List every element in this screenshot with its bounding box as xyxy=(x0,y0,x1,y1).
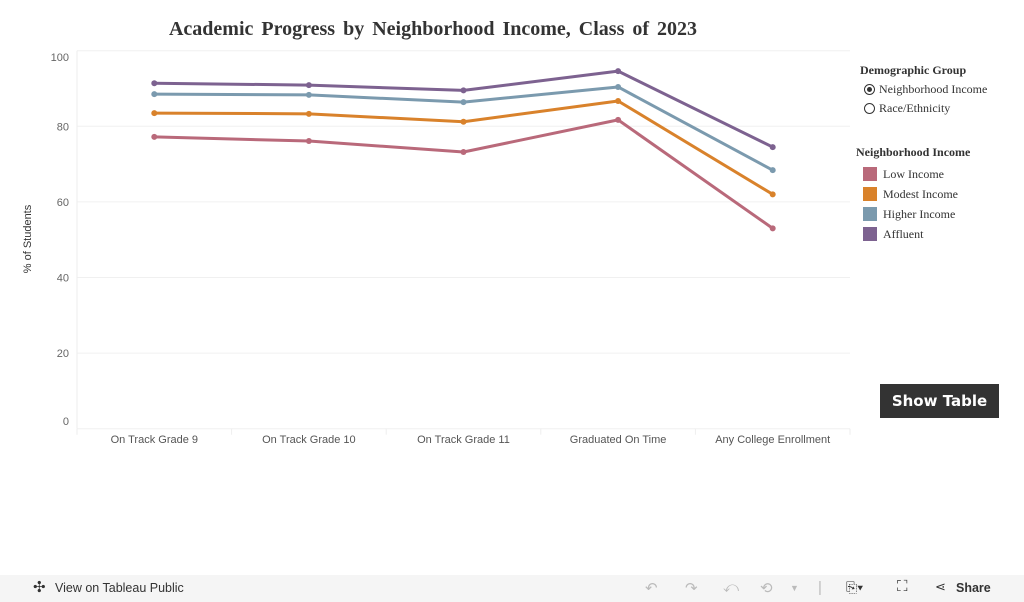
legend-item-affluent[interactable]: Affluent xyxy=(863,224,970,244)
refresh-icon[interactable]: ⟲ xyxy=(760,580,773,597)
data-point xyxy=(460,99,467,106)
data-point xyxy=(305,138,312,145)
data-point xyxy=(460,87,467,94)
filter-title: Demographic Group xyxy=(860,63,967,77)
y-tick-label: 60 xyxy=(57,197,69,209)
data-point xyxy=(305,110,312,117)
legend-item-low-income[interactable]: Low Income xyxy=(863,164,970,184)
view-on-tableau-link[interactable]: View on Tableau Public xyxy=(55,581,184,595)
radio-unselected-icon xyxy=(864,103,875,114)
legend-item-modest-income[interactable]: Modest Income xyxy=(863,184,970,204)
data-point xyxy=(615,83,622,90)
chart-title: Academic Progress by Neighborhood Income… xyxy=(168,18,698,40)
y-tick-label: 40 xyxy=(57,273,69,285)
data-point xyxy=(151,91,158,98)
legend-title: Neighborhood Income xyxy=(856,145,971,159)
redo-icon[interactable]: ↷ xyxy=(685,580,698,597)
data-point xyxy=(615,116,622,123)
share-icon[interactable]: ⋖ xyxy=(935,579,946,594)
tableau-logo-icon: ✣ xyxy=(33,579,46,596)
radio-selected-icon xyxy=(864,84,875,95)
data-point xyxy=(769,167,776,174)
swatch xyxy=(863,187,877,201)
data-point xyxy=(769,191,776,198)
data-point xyxy=(615,97,622,104)
show-table-button[interactable]: Show Table xyxy=(880,384,999,418)
legend-label: Higher Income xyxy=(883,206,956,221)
x-tick-label: Any College Enrollment xyxy=(715,434,830,446)
swatch xyxy=(863,207,877,221)
data-point xyxy=(769,225,776,232)
chevron-down-icon[interactable]: ▼ xyxy=(790,583,799,593)
download-icon[interactable]: ⎘▾ xyxy=(846,579,864,595)
radio-race-ethnicity[interactable]: Race/Ethnicity xyxy=(864,101,987,116)
series-line xyxy=(154,99,774,196)
demographic-filter: Demographic Group Neighborhood Income Ra… xyxy=(856,63,987,116)
series-line xyxy=(154,69,774,149)
series-line xyxy=(154,118,774,230)
y-tick-label: 80 xyxy=(57,121,69,133)
data-point xyxy=(151,133,158,140)
footer-toolbar: ✣ View on Tableau Public ↶ ↷ ⤺ ⟲ ▼ | ⎘▾ … xyxy=(0,575,1024,602)
legend-item-higher-income[interactable]: Higher Income xyxy=(863,204,970,224)
color-legend: Neighborhood Income Low Income Modest In… xyxy=(856,145,970,244)
radio-label: Neighborhood Income xyxy=(879,82,988,96)
y-axis-label: % of Students xyxy=(22,204,34,273)
swatch xyxy=(863,167,877,181)
swatch xyxy=(863,227,877,241)
legend-label: Affluent xyxy=(883,226,924,241)
x-tick-label: On Track Grade 11 xyxy=(417,434,510,446)
x-tick-label: On Track Grade 9 xyxy=(111,434,198,446)
data-point xyxy=(151,110,158,117)
y-tick-label: 100 xyxy=(51,52,69,64)
fullscreen-icon[interactable]: ⛶ xyxy=(897,578,908,595)
line-chart: 0 20 40 60 80 100 On Track Grade 9 On Track Gra… xyxy=(22,50,851,446)
y-tick-label: 0 xyxy=(63,416,69,428)
x-tick-label: On Track Grade 10 xyxy=(262,434,356,446)
y-tick-label: 20 xyxy=(57,348,69,360)
x-tick-label: Graduated On Time xyxy=(570,434,667,446)
divider: | xyxy=(818,579,822,596)
data-point xyxy=(151,80,158,87)
data-point xyxy=(305,82,312,89)
radio-label: Race/Ethnicity xyxy=(879,101,951,115)
data-point xyxy=(460,149,467,156)
undo-icon[interactable]: ↶ xyxy=(645,580,658,597)
data-point xyxy=(305,91,312,98)
data-point xyxy=(460,118,467,125)
legend-label: Modest Income xyxy=(883,186,958,201)
revert-icon[interactable]: ⤺ xyxy=(723,579,740,596)
radio-neighborhood-income[interactable]: Neighborhood Income xyxy=(864,82,987,97)
legend-label: Low Income xyxy=(883,166,944,181)
share-button[interactable]: Share xyxy=(956,581,991,595)
data-point xyxy=(769,144,776,151)
data-point xyxy=(615,68,622,75)
